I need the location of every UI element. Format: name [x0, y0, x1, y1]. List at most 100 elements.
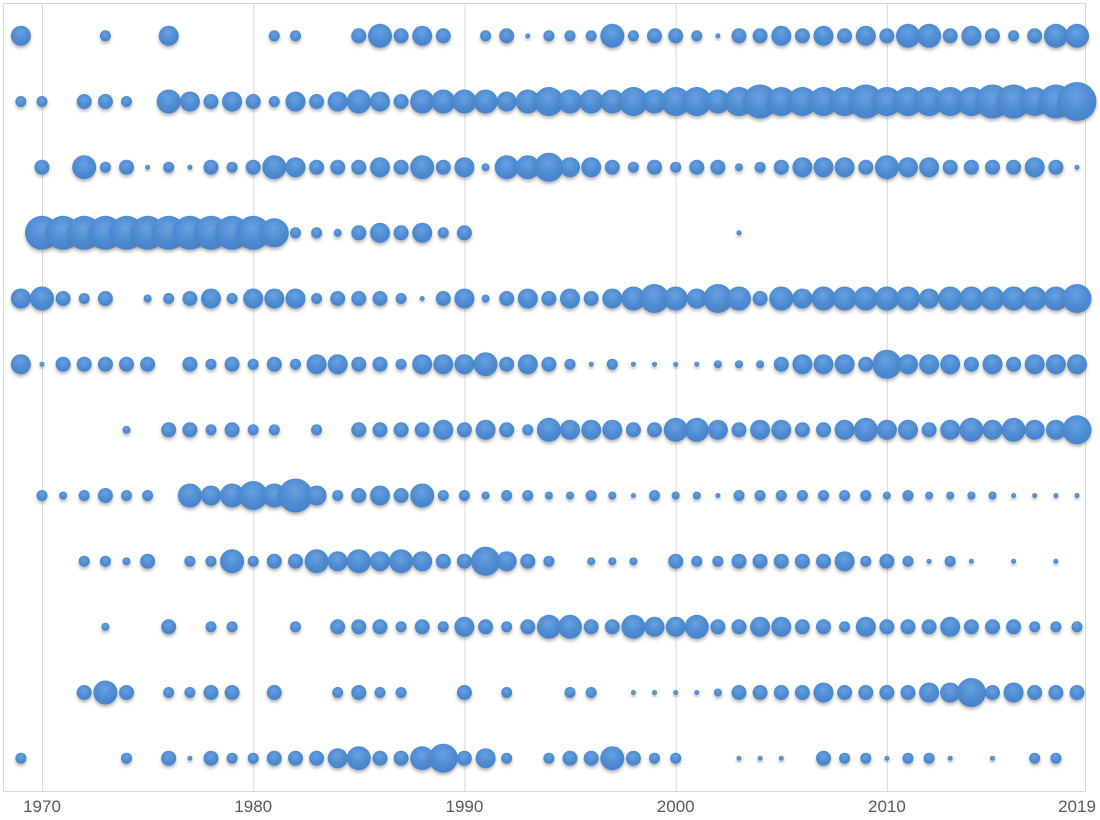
bubble	[99, 30, 111, 42]
bubble	[606, 358, 618, 370]
bubble	[522, 424, 534, 436]
bubble	[515, 155, 540, 180]
bubble	[259, 218, 289, 248]
bubble	[896, 286, 920, 311]
bubble	[754, 161, 766, 173]
bubble	[630, 690, 636, 695]
bubble	[499, 28, 515, 44]
bubble	[562, 750, 578, 766]
bubble	[872, 87, 902, 116]
bubble	[327, 354, 348, 375]
bubble	[853, 286, 878, 311]
bubble	[585, 30, 597, 42]
bubble	[839, 621, 851, 633]
bubble	[967, 491, 976, 500]
bubble	[544, 491, 553, 500]
bubble	[736, 755, 742, 761]
bubble	[534, 87, 564, 116]
bubble	[97, 291, 113, 306]
bubble	[963, 159, 979, 175]
bubble	[412, 222, 433, 243]
bubble	[787, 87, 817, 116]
bubble	[370, 91, 390, 112]
bubble	[670, 752, 682, 764]
bubble	[1067, 354, 1087, 375]
bubble	[752, 28, 768, 44]
bubble	[1024, 157, 1045, 178]
bubble	[499, 291, 515, 306]
bubble	[481, 163, 490, 172]
bubble	[602, 419, 623, 440]
bubble	[926, 558, 932, 564]
bubble	[541, 356, 557, 372]
bubble	[621, 614, 646, 639]
bubble	[266, 750, 282, 766]
bubble	[794, 619, 810, 635]
bubble	[15, 96, 27, 107]
bubble	[437, 490, 449, 501]
bubble	[1006, 356, 1022, 372]
bubble	[585, 687, 597, 698]
bubble	[1006, 159, 1022, 175]
x-axis-tick-label: 1980	[234, 797, 272, 816]
bubble	[647, 422, 662, 438]
bubble	[414, 422, 430, 438]
bubble	[372, 619, 388, 635]
bubble	[813, 25, 834, 46]
bubble	[942, 159, 958, 175]
bubble	[475, 748, 496, 769]
bubble	[410, 155, 435, 180]
bubble	[694, 361, 700, 367]
bubble	[346, 746, 371, 771]
bubble	[266, 553, 282, 569]
bubble	[750, 616, 771, 637]
bubble	[203, 685, 219, 700]
bubble	[370, 222, 390, 243]
bubble	[247, 752, 259, 764]
bubble	[368, 23, 392, 48]
bubble	[771, 25, 792, 46]
bubble	[351, 28, 367, 44]
series-category-05	[10, 284, 1092, 313]
bubble	[707, 419, 728, 440]
bubble	[224, 422, 240, 438]
bubble	[311, 293, 323, 304]
bubble	[968, 558, 974, 564]
bubble	[435, 291, 451, 306]
bubble	[395, 358, 407, 370]
bubble	[731, 553, 747, 569]
series-category-03	[34, 152, 1080, 182]
bubble	[245, 159, 261, 175]
bubble	[496, 91, 517, 112]
bubble	[921, 619, 937, 635]
bubble	[494, 155, 519, 180]
bubble	[1032, 493, 1038, 498]
bubble	[773, 356, 789, 372]
bubble	[940, 616, 961, 637]
bubble	[884, 755, 890, 761]
bubble	[898, 157, 918, 178]
bubble	[961, 25, 982, 46]
bubble	[1006, 619, 1022, 635]
bubble	[536, 614, 561, 639]
bubble	[834, 419, 855, 440]
bubble	[581, 157, 602, 178]
bubble	[290, 227, 301, 239]
bubble	[604, 619, 620, 635]
bubble	[156, 89, 181, 114]
bubble	[309, 159, 325, 175]
bubble	[30, 286, 54, 311]
bubble	[501, 490, 513, 501]
bubble	[860, 555, 872, 567]
bubble	[684, 614, 709, 639]
bubble	[412, 551, 433, 572]
bubble	[205, 358, 217, 370]
bubble	[735, 163, 743, 172]
bubble	[243, 288, 264, 309]
bubble	[621, 286, 646, 311]
bubble	[247, 358, 259, 370]
bubble	[649, 490, 660, 501]
bubble	[201, 485, 221, 506]
bubble	[332, 687, 344, 698]
